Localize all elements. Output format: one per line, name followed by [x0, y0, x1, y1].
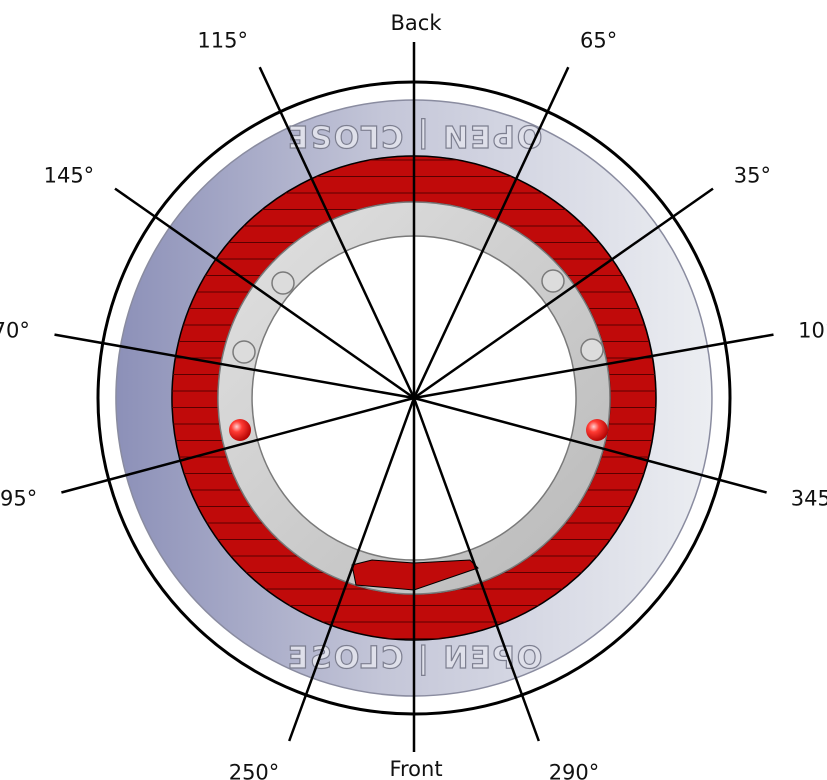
angle-line-195 — [61, 396, 415, 494]
angle-line-145 — [114, 187, 415, 400]
angle-label-10: 10° — [798, 319, 827, 343]
angle-label-195: 195° — [0, 486, 37, 510]
angle-label-35: 35° — [734, 164, 771, 188]
angle-label-250: 250° — [229, 761, 280, 780]
angle-line-10 — [413, 333, 774, 400]
angle-label-290: 290° — [549, 761, 600, 780]
angle-line-35 — [413, 187, 714, 400]
angle-label-65: 65° — [580, 28, 617, 52]
angle-label-145: 145° — [44, 164, 95, 188]
red-marker-right — [586, 419, 608, 441]
label-front: Front — [389, 757, 442, 780]
angle-line-65 — [412, 66, 570, 399]
angle-line-345 — [413, 396, 767, 494]
bolt-hole-upper-right — [541, 269, 565, 293]
angle-lines — [54, 66, 774, 742]
bolt-hole-left — [232, 340, 256, 364]
angle-label-115: 115° — [197, 28, 248, 52]
angle-line-290 — [412, 397, 540, 742]
red-marker-left — [229, 419, 251, 441]
angle-line-250 — [288, 397, 416, 742]
angle-label-345: 345° — [791, 486, 827, 510]
bolt-hole-upper-left — [271, 271, 295, 295]
angle-line-170 — [54, 333, 415, 400]
label-back: Back — [391, 11, 443, 35]
angle-label-170: 170° — [0, 319, 30, 343]
bolt-hole-right — [580, 338, 604, 362]
angle-line-115 — [258, 66, 416, 399]
angle-labels: 10° 35° 65° 115° 145° 170° 195° 250° 290° 345° — [0, 28, 827, 780]
